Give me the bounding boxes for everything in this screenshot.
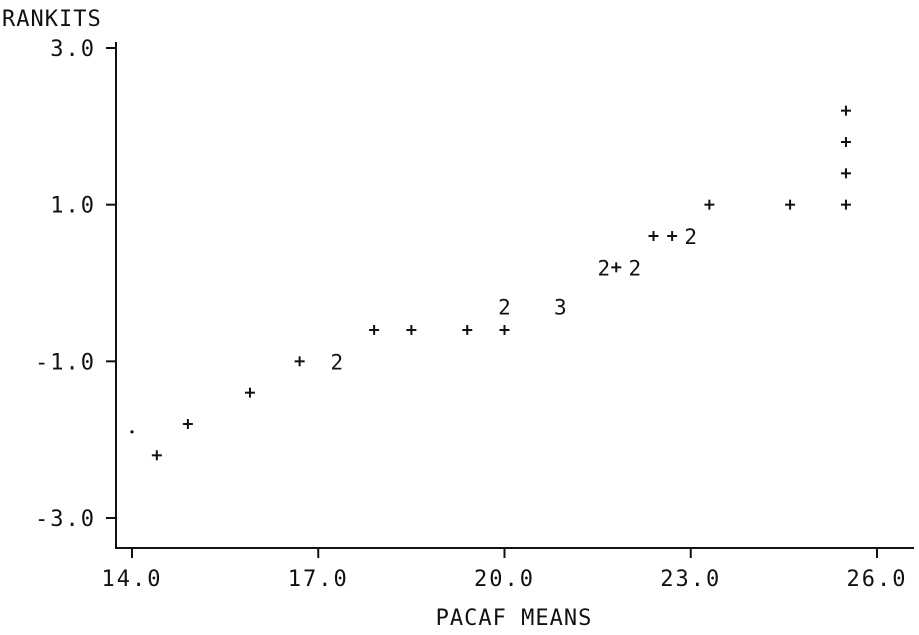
x-tick-label: 14.0 (102, 567, 163, 592)
y-tick-label: 3.0 (50, 37, 96, 62)
data-point-plus (462, 325, 473, 335)
y-tick-label: -1.0 (35, 350, 96, 375)
data-point-plus (369, 325, 380, 335)
data-point-plus (840, 137, 851, 147)
data-point-plus (294, 356, 305, 367)
data-point-count: 2 (331, 350, 344, 374)
data-point-plus (499, 325, 510, 335)
x-axis-title: PACAF MEANS (436, 606, 593, 631)
data-point-plus (151, 450, 162, 461)
data-point-plus (611, 262, 622, 273)
data-point-count: 3 (554, 296, 567, 320)
plot-frame-axes (115, 42, 914, 549)
x-tick-label: 20.0 (474, 567, 535, 592)
y-tick-label: -3.0 (35, 507, 96, 532)
data-point-plus (840, 199, 851, 210)
data-point-dot (130, 430, 134, 434)
y-axis-ticks: 3.0 1.0 -1.0 -3.0 (35, 37, 116, 532)
y-tick-label: 1.0 (50, 194, 96, 219)
data-point-plus (785, 199, 796, 210)
data-points: 22 32 22 (130, 105, 851, 461)
data-point-plus (667, 231, 678, 241)
data-point-count: 2 (684, 225, 697, 249)
data-point-plus (840, 105, 851, 116)
data-point-plus (406, 325, 417, 335)
data-point-count: 2 (498, 296, 511, 320)
x-tick-label: 23.0 (660, 567, 721, 592)
x-tick-label: 26.0 (847, 567, 908, 592)
x-tick-label: 17.0 (288, 567, 349, 592)
data-point-plus (648, 231, 659, 241)
y-axis-title: RANKITS (2, 7, 102, 32)
x-axis-ticks: 14.0 17.0 20.0 23.0 26.0 (102, 548, 908, 592)
data-point-plus (244, 387, 255, 398)
data-point-plus (704, 199, 715, 210)
data-point-count: 2 (598, 256, 611, 280)
data-point-count: 2 (629, 256, 642, 280)
data-point-plus (182, 419, 193, 429)
data-point-plus (840, 168, 851, 179)
